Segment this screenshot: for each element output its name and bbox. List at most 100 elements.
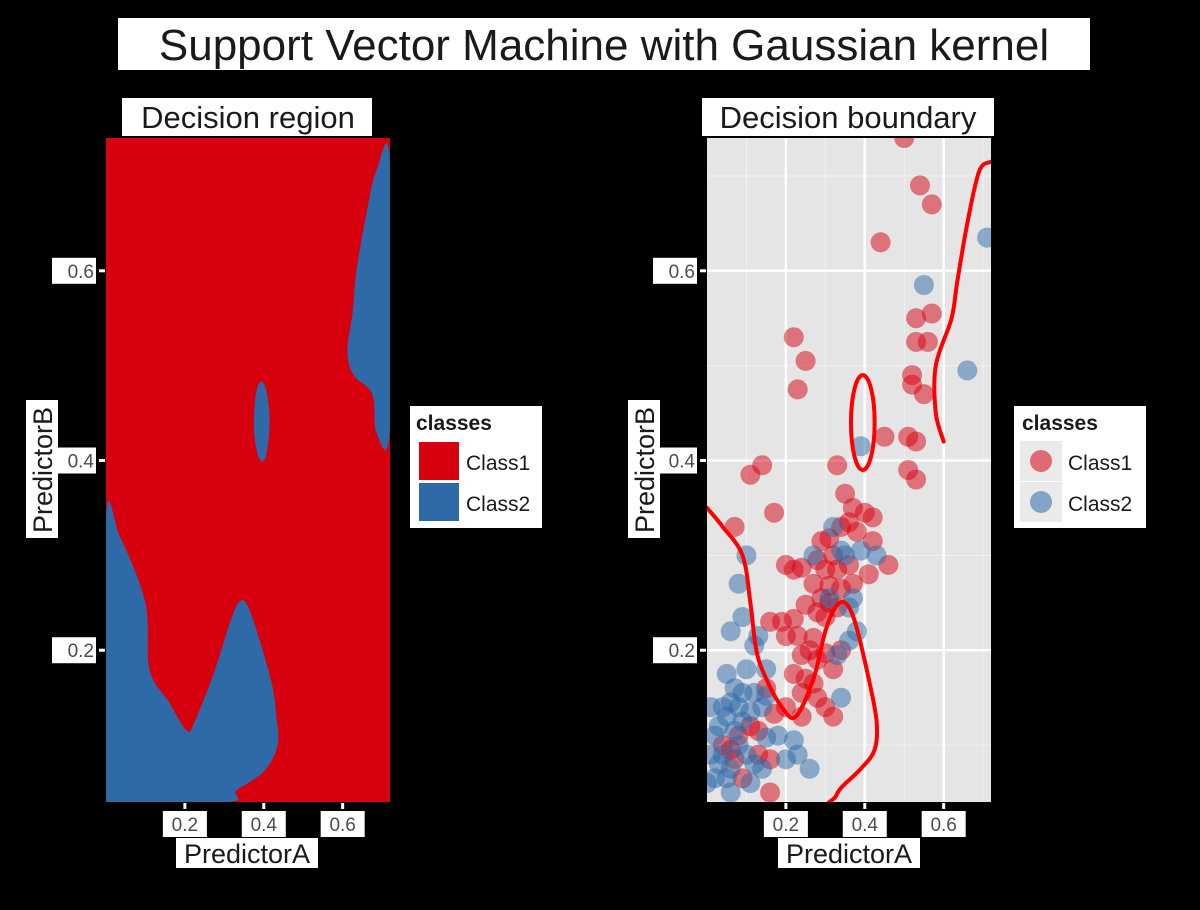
point-class2 bbox=[799, 758, 820, 779]
point-class1 bbox=[874, 426, 895, 447]
point-class2 bbox=[827, 645, 848, 665]
figure-title-halo bbox=[118, 18, 1090, 70]
right-x-tick-label: 0.2 bbox=[773, 815, 799, 836]
point-class1 bbox=[827, 455, 848, 476]
point-class2 bbox=[850, 436, 871, 457]
right-y-tick-label: 0.6 bbox=[669, 262, 695, 283]
left-panel-title-halo bbox=[122, 98, 372, 136]
left-y-tick-halo bbox=[52, 637, 96, 664]
right-y-tick-halo bbox=[653, 637, 697, 664]
figure-title: Support Vector Machine with Gaussian ker… bbox=[159, 21, 1049, 70]
point-class1 bbox=[764, 502, 785, 523]
point-class2 bbox=[740, 773, 761, 793]
left-x-tick-label: 0.4 bbox=[251, 815, 278, 836]
region-class2-patch-3 bbox=[347, 143, 390, 451]
right-legend-label-class1: Class1 bbox=[1068, 452, 1132, 475]
left-x-axis: 0.2 0.4 0.6 bbox=[162, 803, 365, 837]
right-x-axis: 0.2 0.4 0.6 bbox=[763, 803, 966, 837]
point-class1 bbox=[910, 175, 930, 196]
right-x-tick-halo bbox=[763, 811, 808, 837]
left-legend-title: classes bbox=[416, 412, 492, 435]
point-class1 bbox=[775, 554, 796, 575]
point-class1 bbox=[787, 379, 808, 400]
point-class1 bbox=[823, 706, 844, 727]
left-x-axis-label-halo bbox=[176, 838, 318, 868]
left-legend-swatch-class2 bbox=[417, 481, 461, 523]
left-panel-title: Decision region bbox=[141, 100, 355, 135]
left-x-tick-label: 0.2 bbox=[172, 815, 198, 836]
point-class2 bbox=[732, 607, 753, 627]
point-class2 bbox=[831, 687, 852, 708]
right-y-tick-label: 0.4 bbox=[669, 452, 696, 473]
point-class1 bbox=[921, 303, 942, 324]
point-class1 bbox=[783, 327, 804, 348]
point-class2 bbox=[707, 744, 721, 765]
right-y-axis-label-halo bbox=[628, 400, 660, 538]
point-class2 bbox=[866, 545, 887, 566]
point-class2 bbox=[823, 516, 844, 537]
left-y-tick-label: 0.6 bbox=[68, 262, 94, 283]
point-class1 bbox=[862, 507, 883, 528]
point-class1 bbox=[791, 706, 812, 727]
right-legend-dot-class1 bbox=[1030, 450, 1052, 472]
point-class2 bbox=[957, 360, 978, 381]
right-x-axis-label: PredictorA bbox=[786, 839, 912, 869]
point-class2 bbox=[707, 725, 725, 746]
right-y-tick-halo bbox=[653, 447, 697, 474]
left-panel: Decision region 0.2 0.4 0.6 0.2 0.4 0.6 Pred… bbox=[26, 98, 542, 869]
region-class2-patch-2 bbox=[253, 381, 270, 462]
left-legend: classes Class1 Class2 bbox=[410, 406, 542, 528]
right-x-tick-label: 0.6 bbox=[930, 815, 956, 836]
point-class1 bbox=[906, 308, 927, 329]
right-x-tick-halo bbox=[921, 811, 966, 837]
left-y-tick-halo bbox=[52, 257, 96, 284]
point-class2 bbox=[720, 782, 741, 802]
left-y-axis-label: PredictorB bbox=[28, 407, 58, 533]
right-y-axis: 0.2 0.4 0.6 bbox=[653, 257, 706, 664]
right-legend-title: classes bbox=[1022, 412, 1098, 435]
left-legend-label-class2: Class2 bbox=[466, 493, 530, 516]
point-class1 bbox=[787, 626, 808, 646]
point-class2 bbox=[835, 545, 856, 566]
left-legend-swatch-class1 bbox=[417, 440, 461, 482]
left-y-tick-halo bbox=[52, 447, 96, 474]
left-y-tick-label: 0.2 bbox=[68, 641, 94, 662]
right-panel-title-halo bbox=[702, 98, 994, 136]
right-x-tick-label: 0.4 bbox=[852, 815, 879, 836]
point-class2 bbox=[720, 621, 741, 642]
point-class1 bbox=[760, 611, 781, 632]
right-y-tick-halo bbox=[653, 257, 697, 284]
point-class1 bbox=[913, 384, 934, 405]
point-class1 bbox=[858, 564, 879, 585]
left-x-tick-halo bbox=[162, 811, 207, 837]
left-x-axis-label: PredictorA bbox=[184, 839, 310, 869]
point-class2 bbox=[839, 630, 859, 651]
point-class1 bbox=[894, 138, 915, 148]
left-x-tick-halo bbox=[241, 811, 286, 837]
right-legend-dot-class2 bbox=[1030, 491, 1052, 513]
right-panel: Decision boundary 0.2 0.4 0.6 0.2 0.4 0.6 Pr… bbox=[628, 98, 1146, 869]
point-class1 bbox=[760, 782, 781, 802]
right-legend: classes Class1 Class2 bbox=[1014, 406, 1146, 528]
point-class1 bbox=[846, 521, 867, 542]
point-class2 bbox=[803, 545, 824, 566]
right-legend-label-class2: Class2 bbox=[1068, 493, 1132, 516]
point-class2 bbox=[913, 275, 934, 295]
point-class2 bbox=[728, 573, 749, 594]
right-panel-title: Decision boundary bbox=[720, 100, 977, 135]
decision-boundary-curve-1 bbox=[707, 505, 880, 802]
point-class1 bbox=[795, 350, 816, 371]
region-class2-patch-1 bbox=[106, 501, 279, 802]
point-class2 bbox=[736, 659, 757, 680]
point-class2 bbox=[977, 227, 991, 248]
point-class2 bbox=[707, 773, 717, 793]
point-class1 bbox=[724, 516, 745, 537]
left-y-axis-label-halo bbox=[26, 400, 58, 538]
left-plot-area bbox=[106, 138, 390, 802]
point-class2 bbox=[752, 758, 773, 779]
point-class1 bbox=[740, 464, 761, 485]
point-class1 bbox=[917, 331, 938, 352]
point-class1 bbox=[870, 232, 891, 253]
point-class2 bbox=[707, 697, 721, 718]
